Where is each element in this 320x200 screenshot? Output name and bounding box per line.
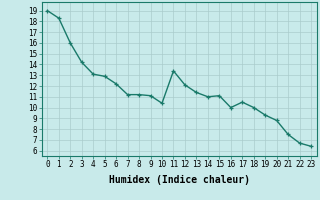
X-axis label: Humidex (Indice chaleur): Humidex (Indice chaleur) bbox=[109, 175, 250, 185]
